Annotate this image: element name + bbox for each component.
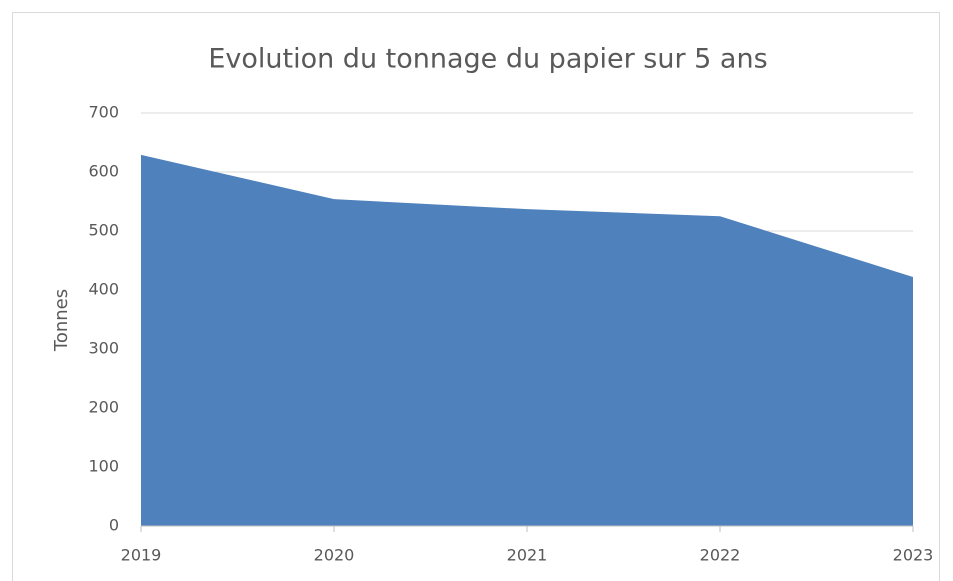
y-tick-label: 200: [88, 398, 119, 417]
y-tick-label: 600: [88, 162, 119, 181]
y-tick-label: 400: [88, 280, 119, 299]
y-tick-label: 300: [88, 339, 119, 358]
y-tick-label: 500: [88, 221, 119, 240]
x-tick-label: 2019: [121, 546, 162, 565]
y-tick-label: 700: [88, 103, 119, 122]
area: [141, 154, 913, 526]
x-tick-label: 2021: [507, 546, 548, 565]
y-tick-label: 100: [88, 457, 119, 476]
x-tick-label: 2020: [314, 546, 355, 565]
x-tick-label: 2023: [893, 546, 934, 565]
y-tick-label: 0: [109, 516, 119, 535]
y-axis-label: Tonnes: [51, 289, 72, 352]
chart-title: Evolution du tonnage du papier sur 5 ans: [208, 44, 767, 75]
x-tick-label: 2022: [700, 546, 741, 565]
